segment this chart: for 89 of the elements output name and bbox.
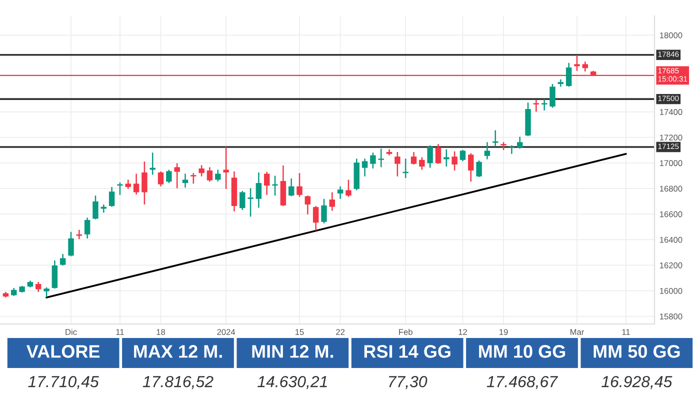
candlestick bbox=[44, 286, 50, 298]
text: 17.816,52 bbox=[142, 376, 214, 390]
candlestick bbox=[337, 186, 344, 200]
candlestick bbox=[484, 142, 490, 160]
candlestick bbox=[574, 54, 580, 72]
candlestick bbox=[296, 172, 302, 198]
x-tick-label: 11 bbox=[622, 329, 630, 335]
candlestick bbox=[541, 98, 548, 112]
candlestick bbox=[92, 194, 98, 220]
candlestick bbox=[248, 188, 254, 218]
candlestick bbox=[312, 205, 319, 232]
candlestick bbox=[533, 99, 540, 112]
candlestick bbox=[492, 130, 498, 148]
candlestick bbox=[288, 178, 294, 197]
candlestick bbox=[476, 160, 482, 178]
candlestick bbox=[435, 143, 442, 164]
text: MAX 12 M. bbox=[134, 345, 222, 358]
candlestick bbox=[582, 61, 588, 72]
candlestick bbox=[158, 170, 164, 187]
x-tick-label: Mar bbox=[570, 329, 584, 335]
candlestick bbox=[508, 144, 515, 155]
x-tick-label: 12 bbox=[458, 329, 467, 335]
text: MM 10 GG bbox=[479, 345, 566, 358]
candlestick bbox=[378, 148, 384, 168]
candlestick bbox=[256, 172, 262, 208]
text: 17.710,45 bbox=[28, 376, 99, 390]
candlestick bbox=[84, 217, 90, 240]
x-tick-label: Feb bbox=[399, 328, 412, 335]
candlestick bbox=[68, 231, 74, 257]
candlestick bbox=[370, 152, 376, 170]
candlestick bbox=[166, 169, 172, 184]
y-tick-label: 18000 bbox=[660, 32, 682, 38]
candlestick bbox=[321, 198, 327, 224]
candlestick bbox=[76, 229, 82, 240]
candlestick bbox=[264, 171, 270, 196]
candlestick bbox=[215, 169, 221, 182]
x-tick-label: 2024 bbox=[217, 329, 236, 335]
candlestick bbox=[468, 152, 474, 182]
text: 14.630,21 bbox=[258, 376, 327, 390]
text: 77,30 bbox=[389, 376, 428, 390]
y-tick-label: 16800 bbox=[660, 186, 682, 192]
candlestick bbox=[452, 150, 458, 172]
candlestick bbox=[346, 179, 352, 198]
x-tick-label: 18 bbox=[156, 329, 166, 335]
candlestick bbox=[410, 151, 417, 166]
y-tick-label: 17200 bbox=[660, 134, 682, 141]
candlestick bbox=[125, 179, 131, 190]
text: 17.468,67 bbox=[486, 376, 558, 390]
candlestick bbox=[419, 156, 425, 170]
x-tick-label: 11 bbox=[116, 329, 124, 335]
y-tick-label: 16000 bbox=[660, 288, 682, 294]
candlestick bbox=[460, 149, 466, 162]
candlestick bbox=[133, 173, 140, 196]
text: RSI 14 GG bbox=[364, 345, 450, 358]
y-tick-label: 16600 bbox=[660, 211, 682, 218]
candlestick bbox=[142, 160, 148, 206]
x-tick-label: 19 bbox=[500, 329, 508, 335]
candlestick bbox=[108, 186, 115, 208]
text: VALORE bbox=[26, 345, 100, 358]
y-tick-label: 17400 bbox=[660, 109, 682, 115]
candlestick bbox=[362, 158, 368, 178]
text: 16.928,45 bbox=[602, 376, 672, 390]
y-tick-label: 15800 bbox=[660, 314, 682, 320]
candlestick bbox=[206, 166, 213, 182]
candlestick bbox=[427, 144, 433, 168]
candlestick bbox=[223, 146, 229, 190]
candlestick bbox=[190, 172, 196, 184]
y-tick-label: 17000 bbox=[660, 160, 682, 166]
candlestick bbox=[566, 62, 572, 88]
x-tick-label: Dic bbox=[66, 328, 77, 335]
candlestick bbox=[52, 260, 58, 290]
candlestick bbox=[444, 148, 450, 168]
y-tick-label: 16200 bbox=[660, 262, 682, 268]
candlestick bbox=[240, 190, 246, 211]
candlestick bbox=[516, 136, 523, 150]
candlestick bbox=[550, 83, 556, 108]
x-tick-label: 15 bbox=[296, 329, 304, 335]
candlestick bbox=[36, 281, 42, 293]
candlestick bbox=[304, 194, 311, 215]
candlestick bbox=[394, 151, 400, 178]
x-tick-label: 22 bbox=[336, 329, 345, 335]
y-tick-label: 16400 bbox=[660, 236, 682, 243]
candlestick bbox=[329, 192, 336, 212]
text: MIN 12 M. bbox=[252, 345, 334, 358]
text: MM 50 GG bbox=[594, 345, 680, 358]
candlestick bbox=[198, 164, 204, 178]
candlestick bbox=[174, 162, 180, 189]
candlestick bbox=[182, 173, 188, 188]
candlestick bbox=[60, 253, 66, 266]
